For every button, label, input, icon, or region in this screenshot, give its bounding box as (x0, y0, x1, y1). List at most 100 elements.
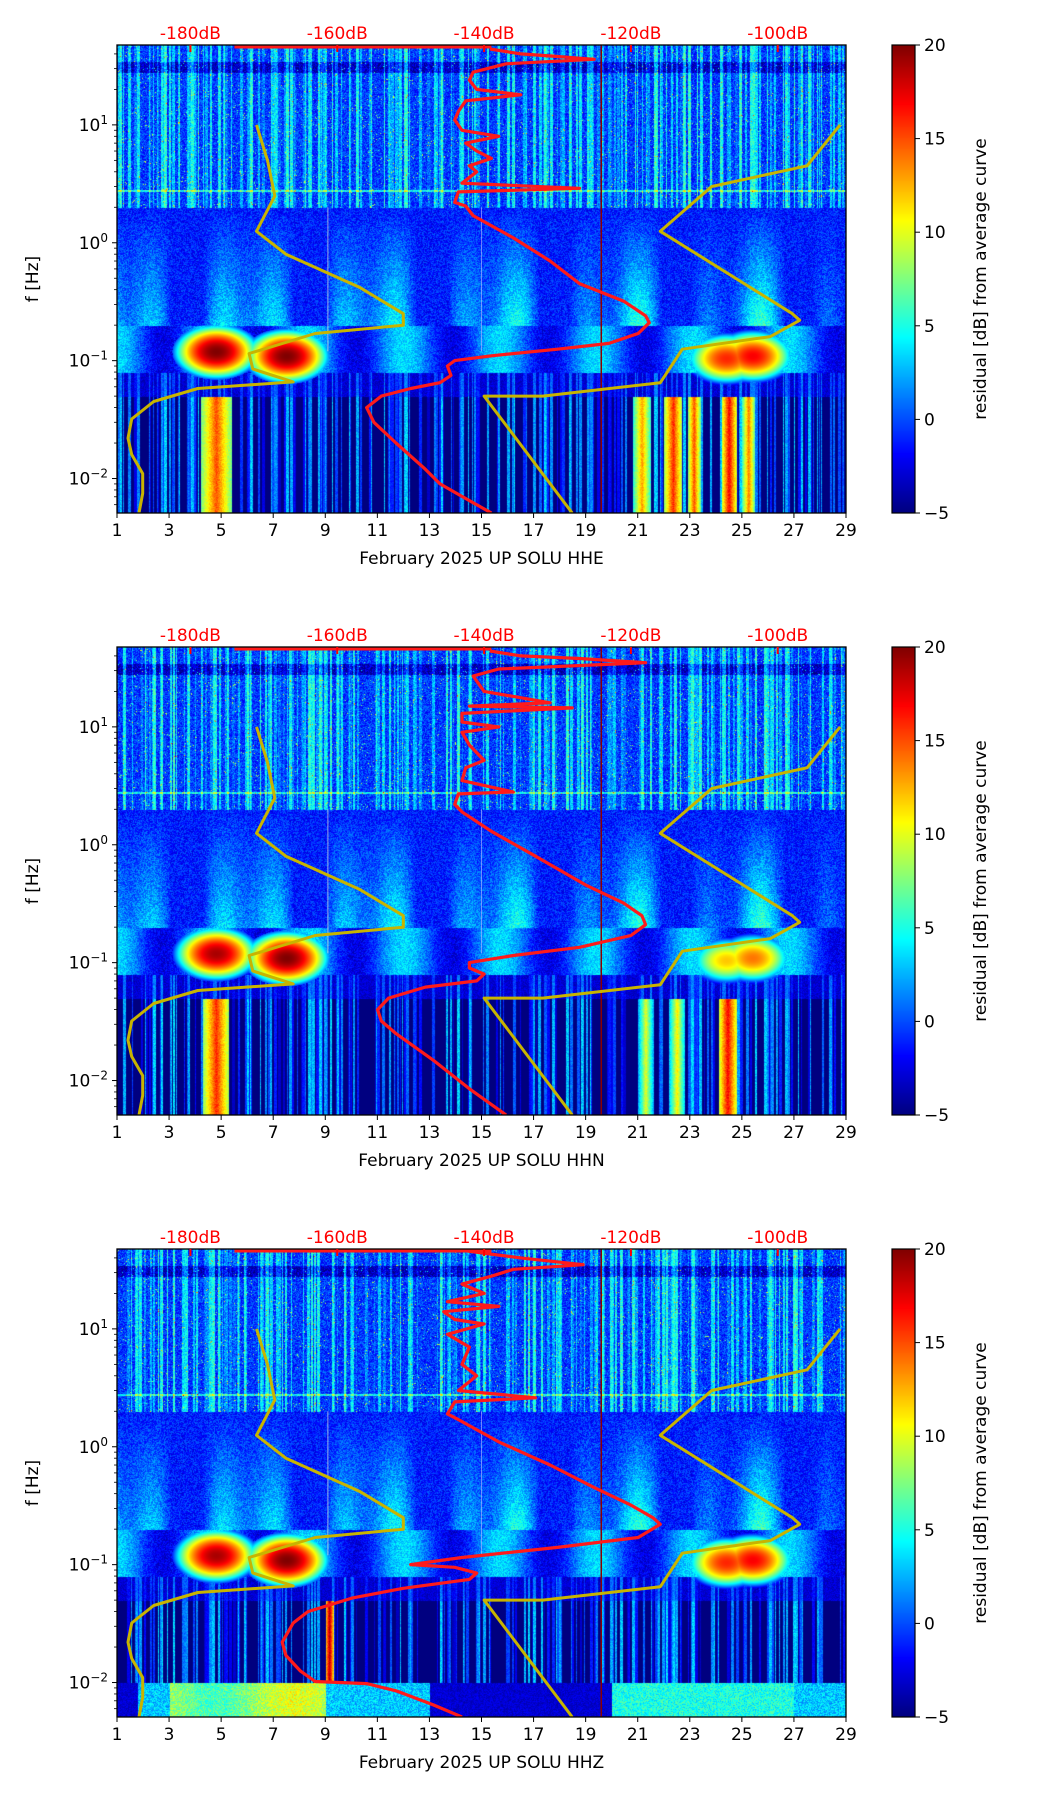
y-tick-label: 10−1 (69, 951, 108, 974)
x-tick-label: 7 (268, 1123, 279, 1143)
nlnm-curve (126, 124, 405, 513)
colorbar-title: residual [dB] from average curve (971, 138, 991, 419)
x-tick-label: 13 (419, 1725, 441, 1745)
y-tick-base: 10 (69, 1674, 91, 1694)
db-tick-label: -120dB (600, 1228, 661, 1248)
db-tick-label: -100dB (747, 1228, 808, 1248)
x-tick-label: 13 (419, 521, 441, 541)
db-tick-label: -160dB (307, 626, 368, 646)
y-tick-base: 10 (69, 352, 91, 372)
nhnm-curve (482, 123, 842, 513)
x-tick-label: 27 (783, 1123, 805, 1143)
colorbar-tick-label: 15 (924, 130, 946, 150)
x-axis-title: February 2025 UP SOLU HHN (358, 1151, 604, 1171)
colorbar-tick-label: 10 (924, 1427, 946, 1447)
x-tick-label: 11 (367, 1123, 389, 1143)
y-tick-exponent: 1 (100, 1317, 108, 1331)
y-tick-label: 101 (79, 715, 108, 738)
y-tick-exponent: −2 (90, 1069, 108, 1083)
nhnm-curve (482, 1327, 842, 1717)
y-tick-label: 10−1 (69, 349, 108, 372)
colorbar-tick-label: 10 (924, 223, 946, 243)
x-tick-label: 7 (268, 521, 279, 541)
x-tick-label: 19 (575, 521, 597, 541)
y-tick-exponent: 1 (100, 715, 108, 729)
y-tick-label: 10−2 (69, 467, 108, 490)
db-tick-label: -120dB (600, 626, 661, 646)
x-tick-label: 1 (112, 1123, 123, 1143)
colorbar-tick-label: 5 (924, 919, 935, 939)
nhnm-curve (482, 725, 842, 1115)
x-tick-label: 25 (731, 521, 753, 541)
colorbar-tick-label: −5 (924, 1708, 949, 1728)
colorbar-tick-label: 0 (924, 410, 935, 430)
spectrogram-panel-hhn: 1 3 5 7 9 11 13 15 17 19 21 23 25 27 29 February 2025 U… (0, 602, 1052, 1204)
colorbar-frame (891, 44, 916, 514)
x-axis-title: February 2025 UP SOLU HHZ (359, 1753, 604, 1773)
colorbar-tick-label: 15 (924, 732, 946, 752)
colorbar-title: residual [dB] from average curve (971, 740, 991, 1021)
x-tick-label: 1 (112, 521, 123, 541)
x-tick-label: 9 (320, 1123, 331, 1143)
colorbar-tick-label: 0 (924, 1012, 935, 1032)
x-tick-label: 21 (627, 1725, 649, 1745)
y-tick-label: 10−2 (69, 1671, 108, 1694)
colorbar-tick-label: 0 (924, 1614, 935, 1634)
y-tick-exponent: −1 (90, 951, 108, 965)
db-tick-label: -180dB (160, 1228, 221, 1248)
x-tick-label: 15 (471, 521, 493, 541)
x-tick-label: 21 (627, 1123, 649, 1143)
median-psd-curve (365, 47, 651, 513)
y-tick-base: 10 (79, 718, 101, 738)
x-tick-label: 17 (523, 1725, 545, 1745)
x-tick-label: 19 (575, 1123, 597, 1143)
db-tick-label: -180dB (160, 24, 221, 44)
x-tick-label: 23 (679, 1123, 701, 1143)
y-tick-label: 100 (79, 231, 108, 254)
colorbar-tick-label: 5 (924, 1521, 935, 1541)
median-psd-curve (376, 649, 648, 1115)
y-tick-base: 10 (79, 836, 101, 856)
spectrogram-panel-hhe: 1 3 5 7 9 11 13 15 17 19 21 23 25 27 29 February 2025 U… (0, 0, 1052, 602)
x-tick-label: 3 (164, 521, 175, 541)
db-tick-label: -160dB (307, 24, 368, 44)
db-tick-label: -140dB (454, 24, 515, 44)
y-tick-label: 100 (79, 833, 108, 856)
y-tick-base: 10 (79, 234, 101, 254)
x-tick-label: 19 (575, 1725, 597, 1745)
x-tick-label: 25 (731, 1123, 753, 1143)
y-tick-base: 10 (79, 1320, 101, 1340)
x-tick-label: 13 (419, 1123, 441, 1143)
x-tick-label: 11 (367, 1725, 389, 1745)
y-tick-exponent: −2 (90, 1671, 108, 1685)
y-tick-base: 10 (79, 1438, 101, 1458)
y-axis-title: f [Hz] (23, 1460, 43, 1506)
colorbar-tick-label: 15 (924, 1334, 946, 1354)
db-tick-label: -140dB (454, 626, 515, 646)
x-axis-title: February 2025 UP SOLU HHE (359, 549, 603, 569)
db-tick-label: -100dB (747, 626, 808, 646)
colorbar-gradient (892, 45, 915, 513)
y-tick-exponent: 0 (100, 1435, 108, 1449)
x-tick-label: 27 (783, 1725, 805, 1745)
x-tick-label: 29 (835, 521, 857, 541)
y-tick-exponent: 1 (100, 113, 108, 127)
x-tick-label: 3 (164, 1725, 175, 1745)
y-tick-exponent: −2 (90, 467, 108, 481)
colorbar-tick-label: 20 (924, 36, 946, 56)
y-tick-exponent: 0 (100, 833, 108, 847)
x-tick-label: 1 (112, 1725, 123, 1745)
y-tick-base: 10 (69, 470, 91, 490)
x-tick-label: 5 (216, 521, 227, 541)
x-tick-label: 5 (216, 1123, 227, 1143)
x-tick-label: 23 (679, 521, 701, 541)
colorbar-frame (891, 1248, 916, 1718)
y-axis-title: f [Hz] (23, 256, 43, 302)
y-tick-label: 101 (79, 113, 108, 136)
x-tick-label: 15 (471, 1725, 493, 1745)
colorbar-tick-label: −5 (924, 1106, 949, 1126)
db-tick-label: -140dB (454, 1228, 515, 1248)
y-tick-label: 10−1 (69, 1553, 108, 1576)
